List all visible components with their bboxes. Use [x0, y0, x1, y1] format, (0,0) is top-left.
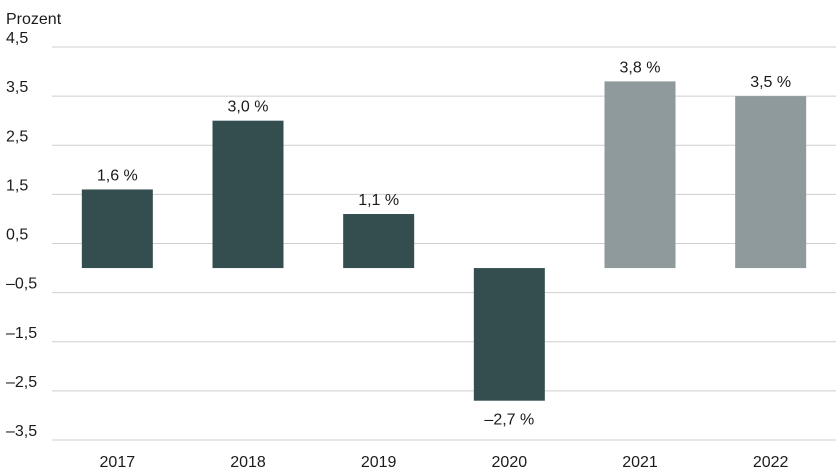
data-label-2018: 3,0 % — [228, 99, 269, 116]
data-label-2019: 1,1 % — [358, 192, 399, 209]
data-label-2021: 3,8 % — [620, 59, 661, 76]
bar-2020 — [473, 268, 545, 401]
bars — [81, 81, 807, 401]
y-tick-label: 2,5 — [6, 128, 28, 145]
bar-2019 — [343, 214, 415, 269]
y-tick-label: 1,5 — [6, 177, 28, 194]
y-axis-unit-label: Prozent — [6, 11, 62, 28]
grid-lines — [52, 46, 836, 441]
bar-2021 — [604, 81, 676, 269]
x-tick-label-2017: 2017 — [100, 454, 136, 471]
data-labels: 1,6 % 3,0 % 1,1 % –2,7 % 3,8 % 3,5 % — [97, 59, 791, 428]
y-tick-label: –2,5 — [6, 374, 37, 391]
bar-2022 — [735, 96, 807, 269]
x-tick-label-2019: 2019 — [361, 454, 397, 471]
x-axis-ticks: 2017 2018 2019 2020 2021 2022 — [100, 454, 789, 471]
y-tick-label: –0,5 — [6, 276, 37, 293]
data-label-2020: –2,7 % — [484, 412, 534, 429]
y-tick-label: 3,5 — [6, 79, 28, 96]
bar-2017 — [81, 189, 153, 269]
x-tick-label-2018: 2018 — [230, 454, 266, 471]
x-tick-label-2022: 2022 — [753, 454, 789, 471]
data-label-2022: 3,5 % — [750, 74, 791, 91]
data-label-2017: 1,6 % — [97, 167, 138, 184]
bar-2018 — [212, 120, 284, 269]
y-axis-ticks: 4,5 3,5 2,5 1,5 0,5 –0,5 –1,5 –2,5 –3,5 — [6, 30, 37, 440]
y-tick-label: –1,5 — [6, 325, 37, 342]
x-tick-label-2021: 2021 — [622, 454, 658, 471]
x-tick-label-2020: 2020 — [492, 454, 528, 471]
y-tick-label: 0,5 — [6, 227, 28, 244]
y-tick-label: –3,5 — [6, 423, 37, 440]
y-tick-label: 4,5 — [6, 30, 28, 47]
